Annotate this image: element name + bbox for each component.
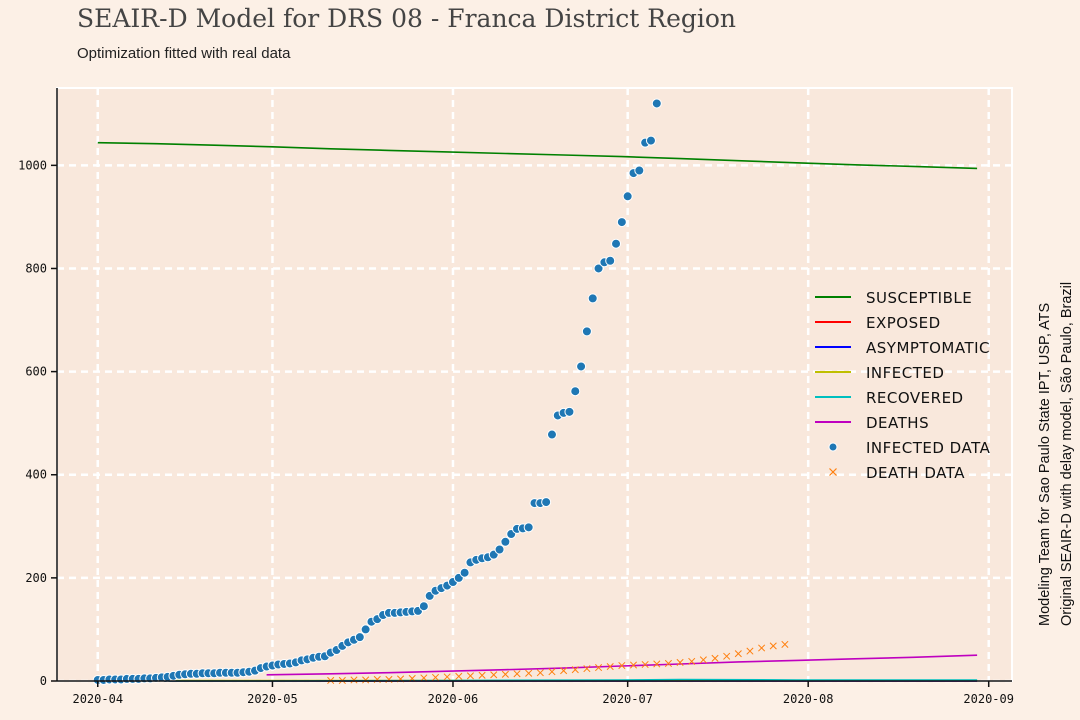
death-data-point — [688, 657, 696, 665]
infected-data-point — [593, 263, 604, 274]
death-data-point — [746, 647, 754, 655]
legend-label: EXPOSED — [866, 314, 941, 332]
legend-label: INFECTED DATA — [866, 439, 991, 457]
death-data-point — [431, 673, 440, 681]
legend-label: ASYMPTOMATIC — [866, 339, 990, 357]
death-data-point — [362, 676, 370, 684]
death-data-point — [548, 668, 556, 676]
death-data-point — [501, 670, 509, 678]
infected-data-point — [634, 165, 645, 176]
death-data-point — [699, 656, 707, 664]
death-data-point — [734, 650, 742, 658]
infected-data-point — [622, 191, 633, 202]
death-data-point — [420, 674, 428, 682]
infected-data-point — [360, 624, 371, 635]
death-data-point — [723, 652, 731, 660]
x-tick-label: 2020-05 — [247, 692, 298, 706]
death-data-point — [629, 661, 638, 669]
legend-label: SUSCEPTIBLE — [866, 289, 972, 307]
death-data-point — [478, 671, 486, 679]
death-data-point — [350, 676, 358, 684]
infected-data-point — [500, 536, 511, 547]
infected-data-point — [581, 326, 592, 337]
legend-label: DEATHS — [866, 414, 929, 432]
infected-data-point — [651, 98, 662, 109]
y-tick-label: 800 — [25, 261, 47, 275]
x-tick-label: 2020-04 — [72, 692, 123, 706]
legend-item-asymptomatic: ASYMPTOMATIC — [815, 339, 990, 357]
y-tick-label: 600 — [25, 365, 47, 379]
death-data-point — [583, 665, 591, 673]
death-data-point — [455, 672, 463, 680]
chart-title: SEAIR-D Model for DRS 08 - Franca Distri… — [77, 4, 737, 33]
infected-data-point — [523, 522, 534, 533]
infected-data-point — [616, 217, 627, 228]
infected-data-point — [576, 361, 587, 372]
death-data-point — [781, 640, 789, 648]
legend-swatch — [828, 442, 838, 452]
death-data-point — [653, 660, 661, 668]
death-data-point — [618, 661, 626, 670]
death-data-point — [769, 642, 777, 650]
death-data-point — [595, 664, 603, 672]
death-data-point — [711, 654, 719, 662]
legend-item-deaths: DEATHS — [815, 414, 929, 432]
axes: 2020-04 2020-05 2020-06 2020-07 2020-08 2020-… — [18, 88, 1014, 706]
legend-item-susceptible: SUSCEPTIBLE — [815, 289, 972, 307]
infected-data-point — [459, 567, 470, 578]
infected-data-point — [546, 429, 557, 440]
infected-data-point — [605, 255, 616, 266]
y-tick-label: 200 — [25, 571, 47, 585]
infected-data-point — [494, 544, 505, 555]
credit-line-2: Original SEAIR-D with delay model, São P… — [1059, 282, 1075, 626]
infected-data-point — [587, 293, 598, 304]
legend: SUSCEPTIBLE EXPOSED ASYMPTOMATIC INFECTED RE… — [815, 289, 991, 482]
infected-data-point — [541, 497, 552, 508]
x-tick-label: 2020-08 — [783, 692, 834, 706]
death-data-point — [641, 660, 649, 669]
death-data-point — [560, 667, 568, 675]
chart-subtitle: Optimization fitted with real data — [77, 45, 291, 62]
x-tick-label: 2020-06 — [428, 692, 479, 706]
y-tick-label: 0 — [40, 674, 47, 688]
death-data-point — [466, 672, 474, 680]
infected-data-point — [570, 386, 581, 397]
death-data-point — [664, 659, 672, 668]
death-data-point — [443, 673, 451, 681]
series-line-susceptible — [97, 141, 978, 170]
death-data-point — [525, 669, 533, 677]
legend-item-death-data: DEATH DATA — [829, 464, 965, 482]
infected-data-point — [418, 601, 429, 612]
death-data-point — [490, 671, 498, 679]
death-data-point — [676, 658, 684, 666]
y-tick-label: 400 — [25, 468, 47, 482]
plot-area — [56, 87, 1013, 682]
infected-data-point — [611, 238, 622, 249]
legend-label: RECOVERED — [866, 389, 964, 407]
death-data-point — [536, 669, 544, 677]
infected-data-point — [354, 632, 365, 643]
x-tick-label: 2020-07 — [602, 692, 653, 706]
legend-item-recovered: RECOVERED — [815, 389, 964, 407]
legend-item-infected-data: INFECTED DATA — [828, 439, 991, 457]
legend-label: DEATH DATA — [866, 464, 965, 482]
infected-data-point — [564, 406, 575, 417]
legend-label: INFECTED — [866, 364, 944, 382]
legend-item-exposed: EXPOSED — [815, 314, 941, 332]
legend-item-infected: INFECTED — [815, 364, 944, 382]
x-tick-label: 2020-09 — [963, 692, 1014, 706]
legend-swatch — [829, 468, 837, 476]
y-tick-label: 1000 — [18, 158, 47, 172]
death-data-point — [606, 663, 614, 671]
death-data-point — [758, 644, 766, 652]
death-data-point — [513, 670, 521, 678]
death-data-point — [571, 666, 579, 674]
infected-data-point — [645, 135, 656, 146]
credit-line-1: Modeling Team for Sao Paulo State IPT, U… — [1037, 303, 1053, 626]
